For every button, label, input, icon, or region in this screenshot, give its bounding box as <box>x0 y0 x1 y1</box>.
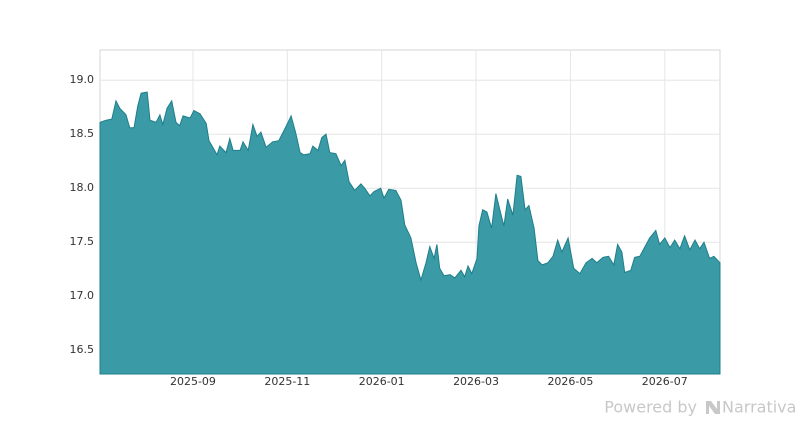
x-tick-label: 2026-03 <box>453 375 499 388</box>
footer-brand: Narrativa <box>722 398 796 417</box>
brand-logo <box>706 401 720 414</box>
y-tick-label: 17.5 <box>70 235 95 248</box>
x-tick-label: 2025-11 <box>264 375 310 388</box>
footer-prefix: Powered by <box>604 398 697 417</box>
y-tick-label: 18.5 <box>70 127 95 140</box>
y-tick-label: 19.0 <box>70 73 95 86</box>
y-tick-label: 18.0 <box>70 181 95 194</box>
x-tick-label: 2025-09 <box>170 375 216 388</box>
x-tick-label: 2026-07 <box>642 375 688 388</box>
x-tick-label: 2026-05 <box>547 375 593 388</box>
area <box>99 91 721 375</box>
y-tick-label: 17.0 <box>70 289 95 302</box>
x-tick-label: 2026-01 <box>359 375 405 388</box>
y-tick-label: 16.5 <box>70 343 95 356</box>
